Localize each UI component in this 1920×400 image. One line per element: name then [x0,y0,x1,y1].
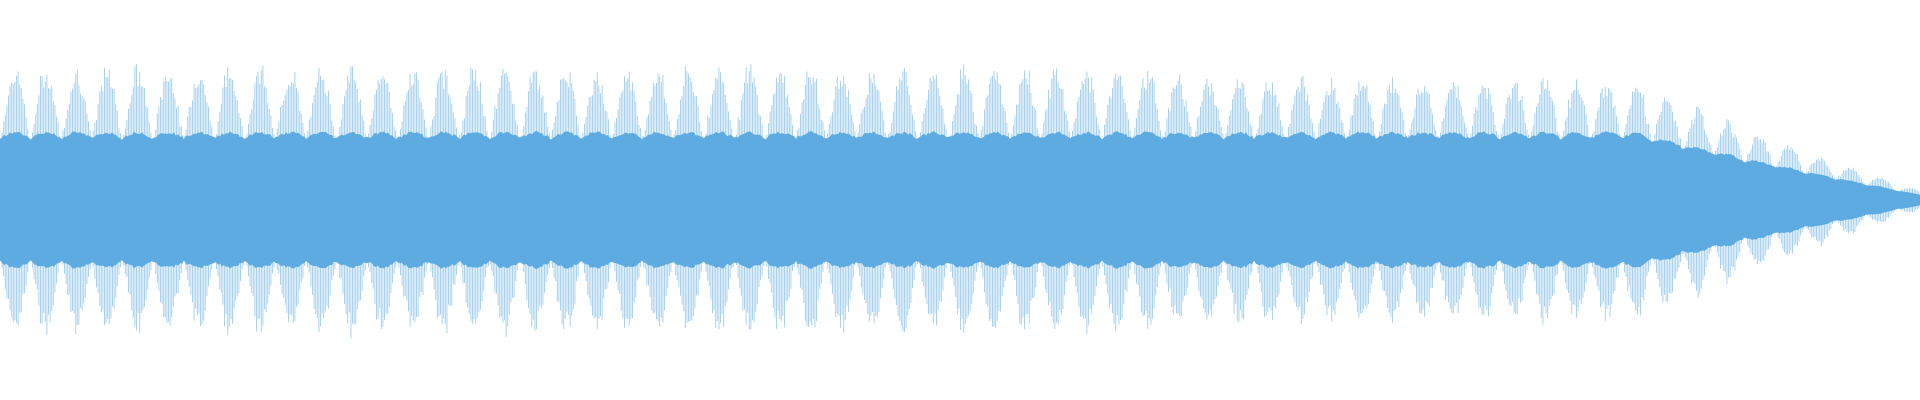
waveform-core [0,131,1920,269]
